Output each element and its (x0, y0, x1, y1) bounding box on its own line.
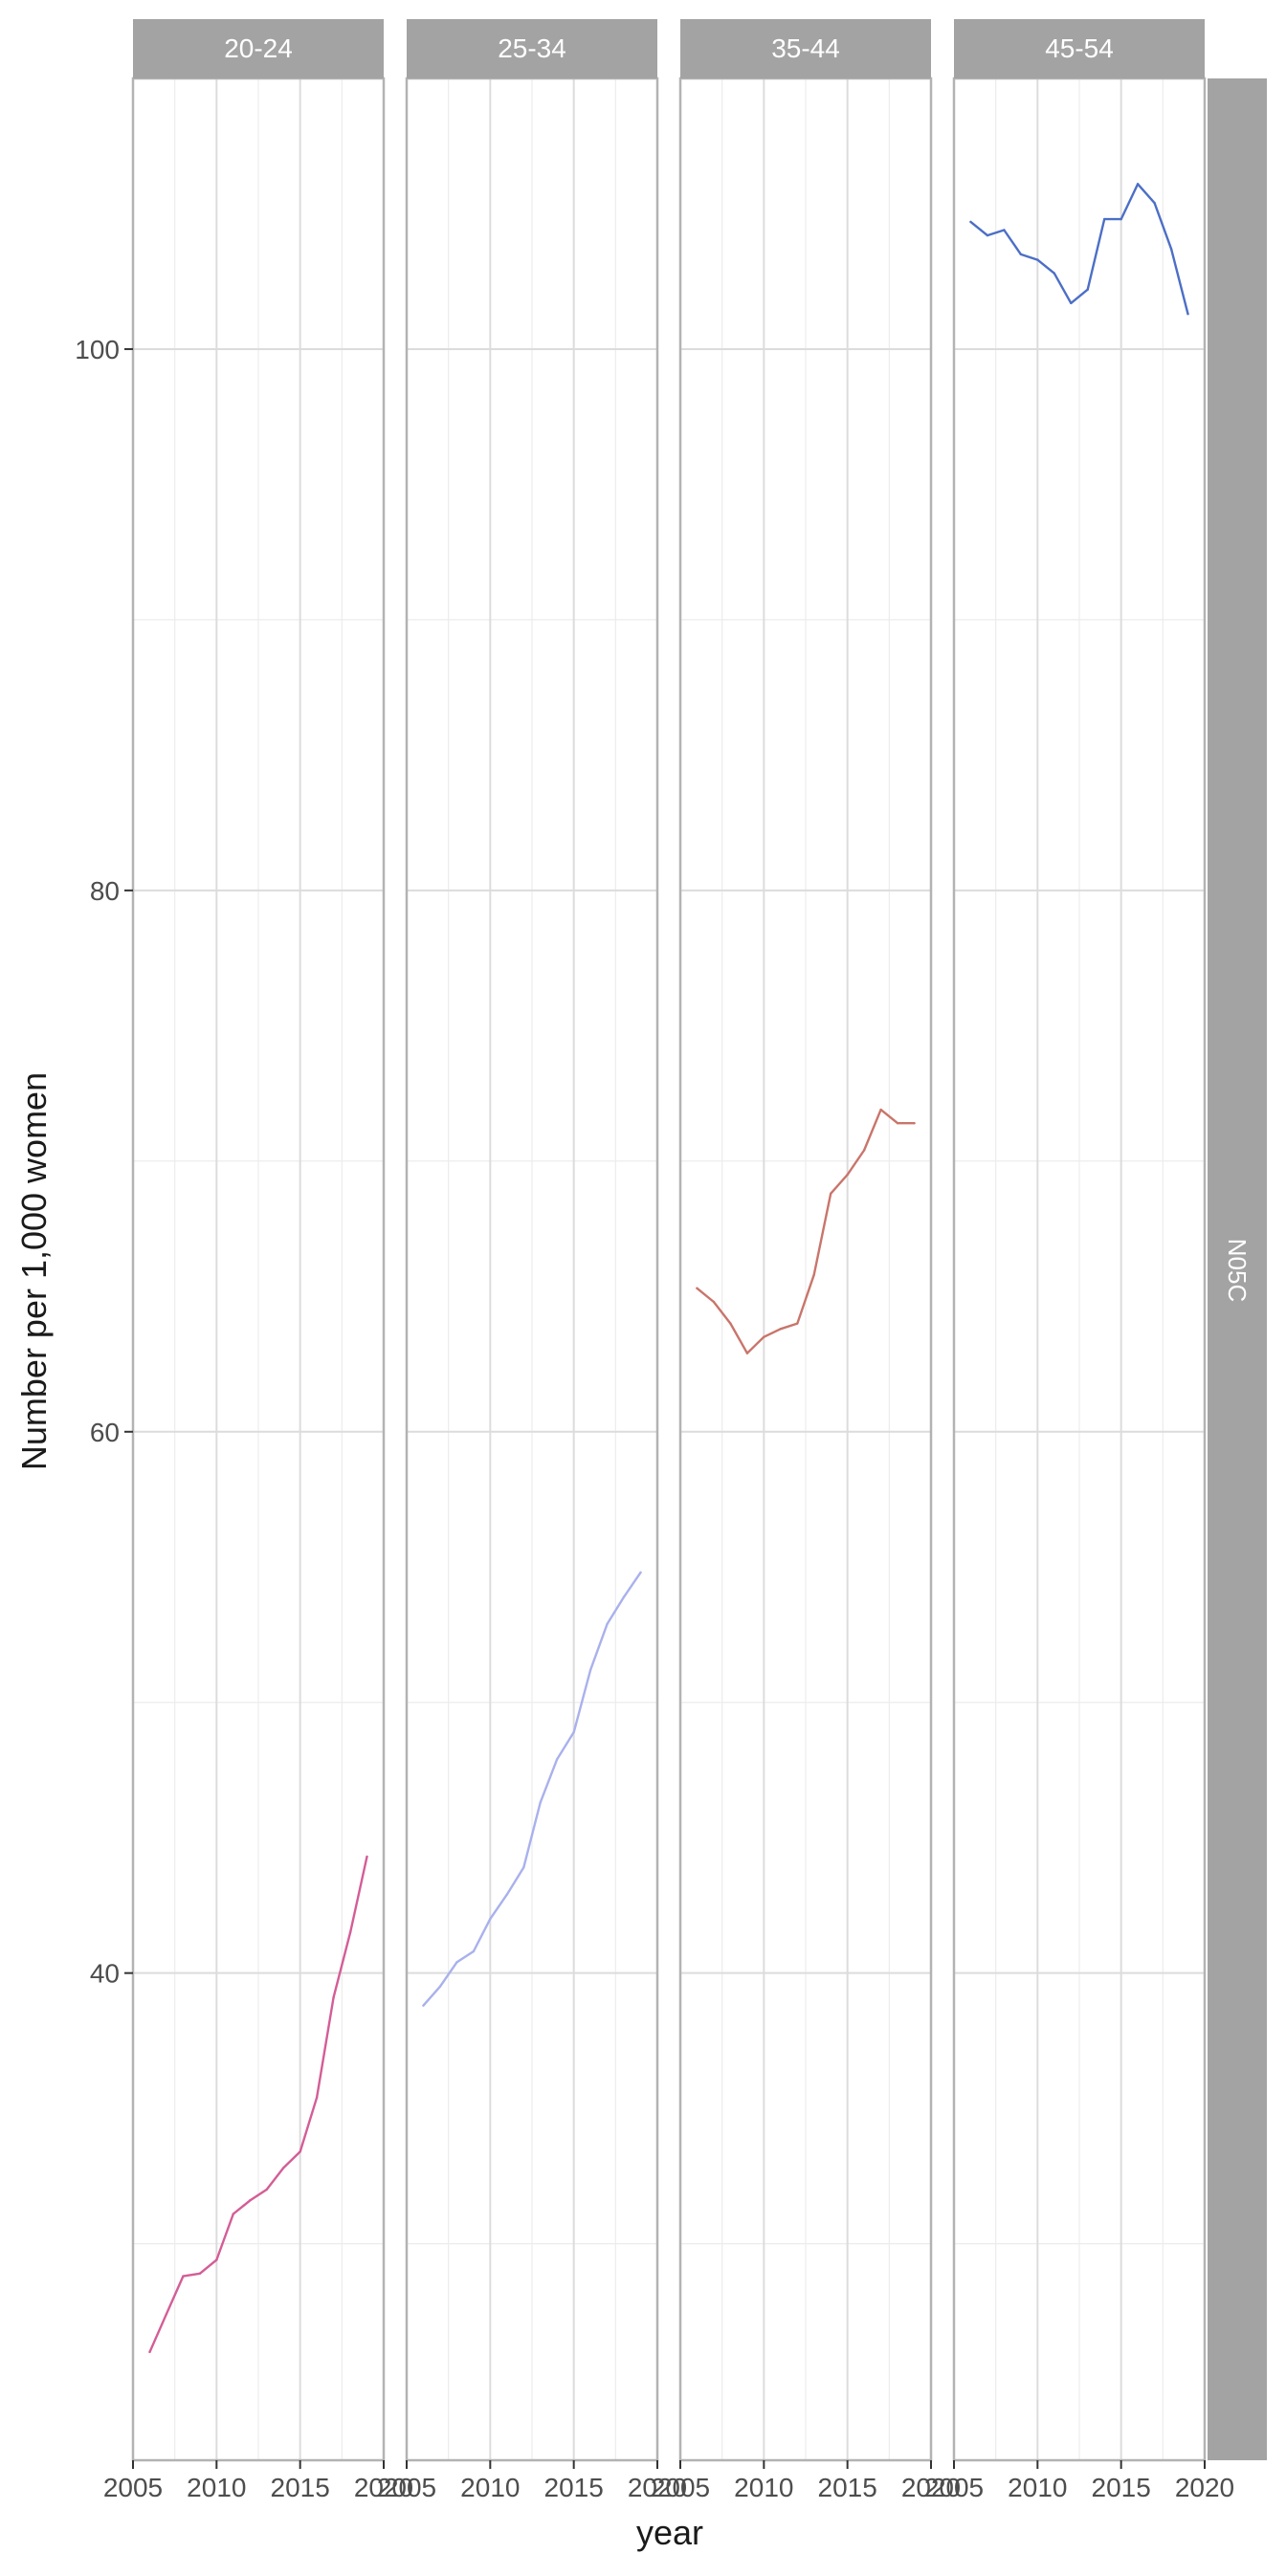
data-point (588, 1668, 592, 1671)
data-point (489, 1917, 492, 1921)
data-point (1186, 312, 1189, 316)
x-tick-label: 2005 (924, 2473, 984, 2502)
data-point (745, 1352, 749, 1354)
data-point (438, 1985, 442, 1989)
data-point (165, 2313, 168, 2316)
data-point (282, 2167, 285, 2169)
data-point (1003, 229, 1006, 231)
facet-strip (680, 19, 931, 78)
data-point (1120, 217, 1122, 221)
facet-strip-label: 20-24 (224, 33, 293, 63)
data-point (1053, 272, 1056, 275)
data-point (1019, 253, 1023, 256)
data-point (913, 1122, 916, 1125)
x-tick-label: 2020 (354, 2473, 413, 2502)
data-point (969, 220, 972, 224)
row-strip-label: N05C (1223, 1239, 1252, 1302)
data-point (846, 1173, 849, 1177)
x-tick-label: 2005 (377, 2473, 436, 2502)
data-point (182, 2275, 185, 2278)
x-tick-label: 2005 (651, 2473, 710, 2502)
data-point (366, 1855, 368, 1859)
facet-strip (954, 19, 1205, 78)
data-point (1036, 258, 1039, 261)
data-point (332, 1995, 335, 1999)
facet-strip (407, 19, 657, 78)
data-point (505, 1893, 508, 1896)
facet-strip (133, 19, 384, 78)
data-point (622, 1596, 626, 1598)
x-tick-label: 2020 (1175, 2473, 1234, 2502)
data-point (763, 1335, 765, 1338)
data-point (348, 1931, 352, 1934)
row-strip (1208, 78, 1267, 2460)
x-tick-label: 2010 (1008, 2473, 1067, 2502)
series-line-25-34 (422, 1571, 642, 2007)
data-point (315, 2096, 319, 2100)
data-point (522, 1866, 525, 1869)
data-point (606, 1622, 609, 1625)
data-point (879, 1108, 882, 1112)
y-tick-label: 60 (90, 1418, 120, 1447)
data-point (299, 2150, 301, 2153)
x-tick-label: 2005 (103, 2473, 163, 2502)
facet-strip-label: 45-54 (1045, 33, 1114, 63)
data-point (812, 1273, 815, 1276)
x-tick-label: 2020 (628, 2473, 687, 2502)
y-tick-label: 40 (90, 1959, 120, 1989)
data-point (729, 1322, 732, 1325)
series-line-20-24 (148, 1855, 368, 2354)
data-point (539, 1801, 542, 1804)
series-line-35-44 (696, 1108, 916, 1354)
data-point (779, 1328, 782, 1331)
x-tick-label: 2010 (460, 2473, 520, 2502)
data-point (1086, 288, 1089, 291)
x-tick-label: 2015 (818, 2473, 877, 2502)
x-tick-label: 2015 (544, 2473, 604, 2502)
data-point (472, 1949, 476, 1953)
data-point (1103, 217, 1106, 221)
x-tick-label: 2010 (187, 2473, 246, 2502)
data-point (265, 2188, 268, 2191)
data-point (455, 1961, 458, 1964)
data-point (1169, 248, 1173, 251)
data-point (1136, 183, 1140, 186)
data-point (1070, 301, 1073, 305)
data-point (1153, 201, 1156, 205)
series-line-45-54 (969, 183, 1189, 316)
x-axis-title: year (636, 2513, 703, 2552)
x-tick-label: 2015 (271, 2473, 330, 2502)
data-point (696, 1287, 698, 1290)
data-point (896, 1122, 899, 1125)
data-point (572, 1730, 575, 1734)
y-axis-title: Number per 1,000 women (14, 1072, 54, 1470)
data-point (796, 1322, 799, 1325)
data-point (986, 233, 989, 237)
data-point (639, 1571, 642, 1574)
data-point (830, 1192, 832, 1195)
data-point (148, 2350, 151, 2354)
data-point (249, 2199, 252, 2202)
data-point (556, 1757, 559, 1761)
data-point (862, 1149, 866, 1152)
data-point (198, 2272, 202, 2275)
y-tick-label: 100 (75, 335, 120, 364)
x-tick-label: 2010 (734, 2473, 793, 2502)
data-point (422, 2004, 425, 2007)
facet-strip-label: 25-34 (498, 33, 566, 63)
x-tick-label: 2020 (901, 2473, 961, 2502)
facet-strip-label: 35-44 (771, 33, 840, 63)
y-tick-label: 80 (90, 876, 120, 906)
data-point (232, 2213, 234, 2215)
data-point (712, 1300, 716, 1304)
data-point (215, 2258, 218, 2261)
x-tick-label: 2015 (1092, 2473, 1151, 2502)
